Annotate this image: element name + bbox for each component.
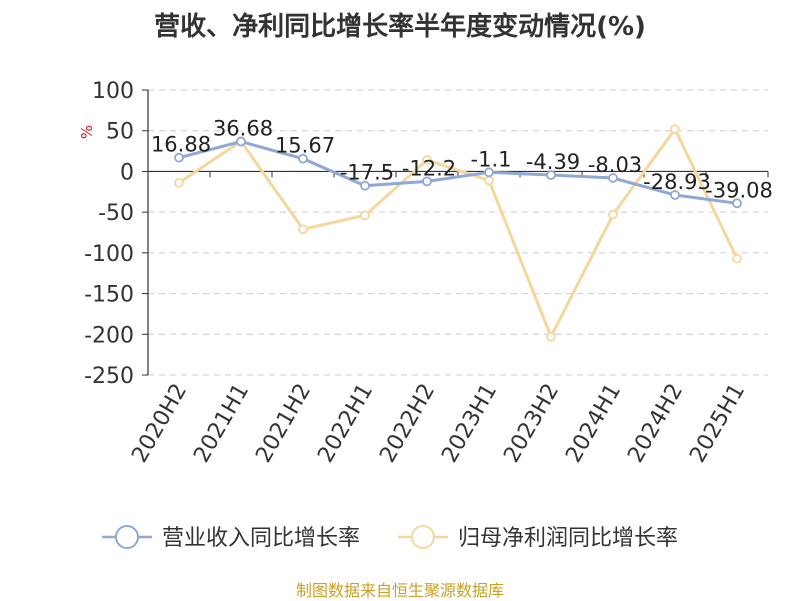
x-tick-label: 2023H2 xyxy=(499,380,564,467)
profit-point xyxy=(360,210,370,221)
source-note: 制图数据来自恒生聚源数据库 xyxy=(295,581,504,600)
x-tick-label: 2020H2 xyxy=(127,380,192,467)
y-tick-label: 100 xyxy=(92,79,134,104)
y-tick-label: 50 xyxy=(106,120,134,145)
series-line-revenue xyxy=(178,140,738,205)
profit-point xyxy=(732,253,742,264)
x-tick-label: 2021H2 xyxy=(251,380,316,467)
legend-revenue-label: 营业收入同比增长率 xyxy=(162,526,360,551)
legend-profit-marker xyxy=(411,525,435,549)
revenue-point xyxy=(298,153,308,164)
revenue-point xyxy=(608,173,618,183)
revenue-point xyxy=(422,176,432,187)
profit-point xyxy=(670,124,680,134)
x-tick-label: 2024H2 xyxy=(623,380,688,467)
profit-point xyxy=(422,155,432,165)
profit-point xyxy=(546,331,556,342)
x-tick-label: 2024H1 xyxy=(561,380,626,467)
revenue-point xyxy=(174,152,184,163)
y-axis-label: % xyxy=(78,125,96,139)
x-tick-label: 2022H2 xyxy=(375,380,440,467)
x-tick-label: 2022H1 xyxy=(313,380,378,467)
y-tick-label: -100 xyxy=(84,242,134,267)
x-tick-label: 2025H1 xyxy=(685,380,750,467)
y-tick-label: -250 xyxy=(84,364,134,389)
y-tick-label: 0 xyxy=(120,160,134,185)
revenue-point xyxy=(732,198,742,209)
data-label: -12.2 xyxy=(402,156,456,180)
revenue-point xyxy=(360,180,370,191)
revenue-point xyxy=(670,190,680,200)
series-line-profit xyxy=(178,126,739,341)
profit-point xyxy=(608,209,618,220)
y-tick-label: -200 xyxy=(84,323,134,348)
profit-point xyxy=(174,177,184,188)
data-label: 16.88 xyxy=(151,133,211,157)
chart-title: 营收、净利同比增长率半年度变动情况(%) xyxy=(154,12,646,42)
x-tick-label: 2023H1 xyxy=(437,380,502,467)
revenue-point xyxy=(546,170,556,180)
y-tick-label: -50 xyxy=(98,201,134,226)
data-label: 15.67 xyxy=(275,134,335,158)
revenue-point xyxy=(236,136,246,147)
legend-revenue-marker xyxy=(115,525,139,549)
data-label: -39.08 xyxy=(705,178,773,202)
legend-profit-label: 归母净利润同比增长率 xyxy=(458,526,678,551)
data-label: -17.5 xyxy=(340,161,394,185)
data-label: -28.93 xyxy=(643,170,711,194)
profit-point xyxy=(484,175,494,186)
y-tick-label: -150 xyxy=(84,283,134,308)
profit-point xyxy=(298,224,308,235)
x-tick-label: 2021H1 xyxy=(189,380,254,467)
revenue-point xyxy=(484,167,494,178)
data-label: 36.68 xyxy=(213,117,273,141)
data-label: -8.03 xyxy=(588,153,642,177)
data-label: -4.39 xyxy=(526,150,580,174)
data-label: -1.1 xyxy=(471,147,512,171)
